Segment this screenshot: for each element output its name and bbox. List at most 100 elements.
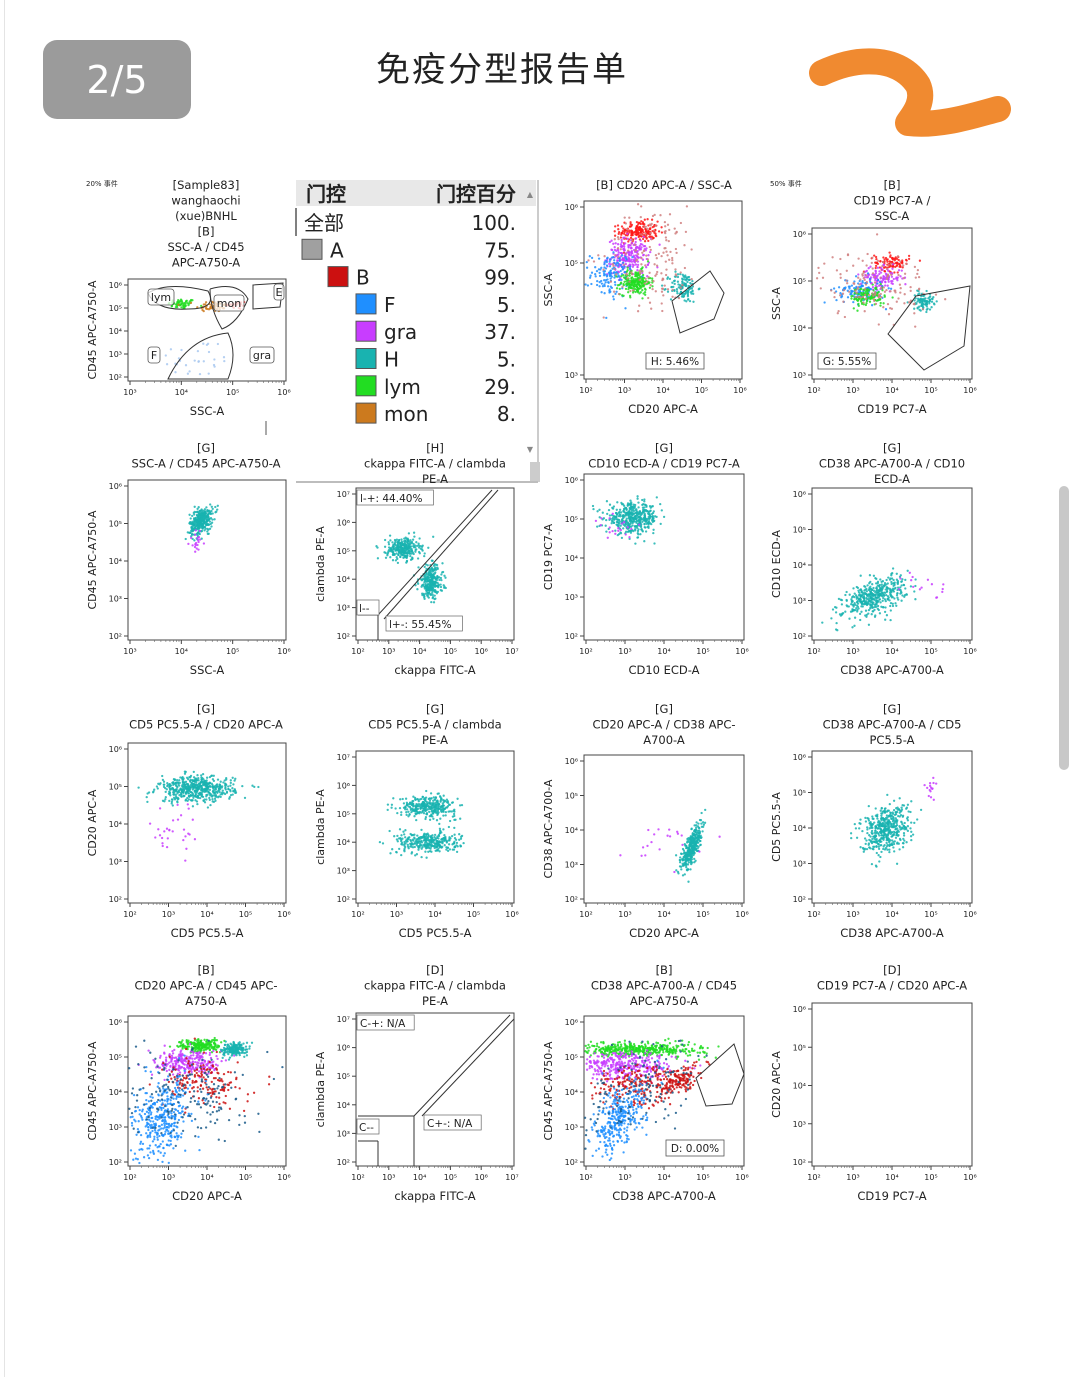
event-dot xyxy=(874,255,878,259)
event-dot xyxy=(432,796,435,799)
event-dot xyxy=(641,221,645,224)
event-dot xyxy=(623,270,626,274)
event-dot xyxy=(205,520,209,523)
event-dot xyxy=(429,581,432,584)
event-dot xyxy=(158,834,162,837)
event-dot xyxy=(641,237,645,241)
event-dot xyxy=(433,798,436,801)
event-dot xyxy=(198,509,202,513)
event-dot xyxy=(610,275,614,278)
event-dot xyxy=(633,507,636,510)
event-dot xyxy=(867,267,870,270)
event-dot xyxy=(652,225,656,228)
page-indicator[interactable]: 2/5 xyxy=(43,40,191,119)
event-dot xyxy=(188,370,191,373)
event-dot xyxy=(620,536,624,540)
event-dot xyxy=(612,298,615,301)
event-dot xyxy=(857,295,860,299)
event-dot xyxy=(649,231,652,235)
event-dot xyxy=(908,571,911,574)
event-dot xyxy=(630,241,634,245)
event-dot xyxy=(608,503,612,506)
event-dot xyxy=(913,307,916,310)
y-axis-label-p8: CD20 APC-A xyxy=(86,789,99,856)
event-dot xyxy=(611,267,614,270)
event-dot xyxy=(185,847,188,850)
event-dot xyxy=(400,538,403,541)
plot-title-p9-0: [G] xyxy=(426,702,444,716)
event-dot xyxy=(884,599,887,603)
event-dot xyxy=(862,595,866,598)
event-dot xyxy=(891,604,895,608)
event-dot xyxy=(194,794,197,797)
event-dot xyxy=(629,225,632,228)
event-dot xyxy=(931,297,934,301)
event-dot xyxy=(396,811,399,815)
event-dot xyxy=(885,288,888,292)
event-dot xyxy=(435,819,439,822)
event-dot xyxy=(420,548,424,551)
event-dot xyxy=(839,294,842,297)
event-dot xyxy=(634,503,637,507)
event-dot xyxy=(637,271,640,274)
event-dot xyxy=(864,585,867,589)
event-dot xyxy=(626,526,629,529)
event-dot xyxy=(876,259,880,263)
event-dot xyxy=(658,243,661,246)
event-dot xyxy=(448,810,452,813)
event-dot xyxy=(175,796,178,800)
event-dot xyxy=(600,291,603,294)
vertical-scrollbar[interactable] xyxy=(1059,486,1069,770)
event-dot xyxy=(691,279,694,283)
event-dot xyxy=(664,225,667,228)
event-dot xyxy=(630,512,633,515)
event-dot xyxy=(835,621,838,625)
event-dot xyxy=(638,247,641,250)
event-dot xyxy=(666,290,670,293)
event-dot xyxy=(857,302,860,306)
event-dot xyxy=(890,580,893,584)
event-dot xyxy=(831,608,835,611)
event-dot xyxy=(617,292,621,296)
event-dot xyxy=(630,250,633,253)
x-tick-label-p5: 10⁵ xyxy=(444,647,457,656)
event-dot xyxy=(690,248,693,251)
event-dot xyxy=(177,357,181,360)
y-tick-label-p8: 10⁶ xyxy=(109,745,122,754)
event-dot xyxy=(872,574,876,577)
event-dot xyxy=(881,289,884,292)
event-dot xyxy=(590,282,593,286)
event-dot xyxy=(674,273,677,276)
gate-table: 门控 门控百分 ▲▼全部 100.A 75.B 99.F 5.gra 37.H 5.lym 29.… xyxy=(295,180,540,483)
event-dot xyxy=(391,553,395,556)
event-dot xyxy=(409,807,412,810)
x-tick-label-p1: 10⁶ xyxy=(277,388,290,397)
event-dot xyxy=(652,280,655,283)
event-dot xyxy=(611,263,615,266)
event-dot xyxy=(823,262,826,265)
event-dot xyxy=(880,605,883,608)
event-dot xyxy=(642,249,646,253)
event-dot xyxy=(383,538,387,542)
event-dot xyxy=(612,251,615,254)
event-dot xyxy=(627,252,631,256)
event-dot xyxy=(177,789,181,792)
event-dot xyxy=(629,222,632,226)
event-dot xyxy=(208,798,211,802)
event-dot xyxy=(857,257,860,260)
event-dot xyxy=(636,255,639,258)
event-dot xyxy=(934,293,938,296)
event-dot xyxy=(611,520,614,523)
gate-swatch-B xyxy=(327,266,349,288)
event-dot xyxy=(615,287,619,290)
x-axis-label-p7: CD38 APC-A700-A xyxy=(840,663,944,677)
event-dot xyxy=(423,578,427,581)
event-dot xyxy=(897,297,900,300)
event-dot xyxy=(388,534,392,537)
event-dot xyxy=(909,289,912,293)
event-dot xyxy=(638,304,641,307)
event-dot xyxy=(207,791,210,794)
event-dot xyxy=(603,255,606,258)
event-dot xyxy=(854,275,858,278)
